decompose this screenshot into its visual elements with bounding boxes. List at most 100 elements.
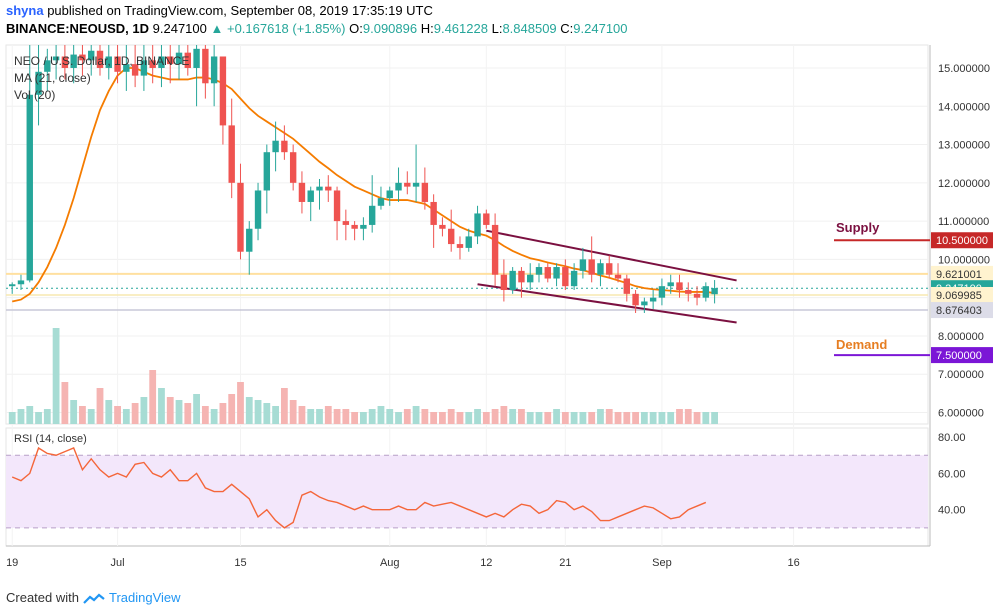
low-tag bbox=[931, 302, 993, 319]
high-value: 9.461228 bbox=[433, 21, 488, 36]
candle-body bbox=[26, 94, 33, 281]
channel-upper-line bbox=[486, 229, 737, 282]
support-tag bbox=[931, 286, 993, 303]
volume-bar bbox=[87, 409, 95, 424]
volume-bar bbox=[368, 409, 376, 424]
footer: Created with TradingView bbox=[6, 590, 181, 605]
x-tick-label: Sep bbox=[652, 557, 672, 569]
author-name[interactable]: shyna bbox=[6, 3, 44, 18]
close-value: 9.247100 bbox=[573, 21, 628, 36]
volume-bar bbox=[579, 412, 587, 424]
volume-bar bbox=[79, 406, 86, 424]
candle-body bbox=[272, 140, 279, 153]
candle-body bbox=[474, 213, 481, 237]
volume-bar bbox=[298, 406, 306, 424]
volume-bar bbox=[17, 409, 25, 424]
candle-body bbox=[228, 125, 235, 183]
volume-bar bbox=[403, 409, 411, 424]
candle-body bbox=[588, 259, 595, 275]
candle-body bbox=[509, 270, 516, 291]
volume-bar bbox=[184, 403, 192, 424]
volume-bar bbox=[324, 406, 332, 424]
candle-body bbox=[368, 205, 376, 225]
candle-body bbox=[623, 278, 630, 294]
volume-bar bbox=[131, 403, 139, 424]
y-tick-label: 6.000000 bbox=[938, 408, 984, 420]
candle-body bbox=[395, 182, 402, 191]
candle-body bbox=[570, 270, 578, 287]
volume-bar bbox=[553, 409, 560, 424]
candle-body bbox=[342, 221, 350, 225]
x-tick-label: Jul bbox=[111, 557, 125, 569]
volume-bar bbox=[500, 406, 508, 424]
symbol-label: BINANCE:NEOUSD, 1D bbox=[6, 21, 150, 36]
low-label: L: bbox=[491, 21, 503, 36]
candle-body bbox=[693, 293, 701, 298]
volume-bar bbox=[158, 388, 165, 424]
open-label: O: bbox=[349, 21, 363, 36]
volume-bar bbox=[122, 409, 130, 424]
candle-body bbox=[439, 224, 446, 229]
candle-body bbox=[527, 274, 534, 283]
price-chart[interactable]: 15.000000 14.000000 13.000000 12.000000 11.0… bbox=[0, 0, 1006, 590]
volume-bar bbox=[193, 394, 200, 424]
candle-body bbox=[702, 286, 710, 298]
candle-body bbox=[614, 274, 622, 279]
volume-bar bbox=[307, 409, 315, 424]
rsi-tick-label: 40.00 bbox=[938, 505, 966, 517]
publish-line: shyna published on TradingView.com, Sept… bbox=[6, 3, 433, 18]
volume-bar bbox=[439, 412, 446, 424]
rsi-tick-label: 80.00 bbox=[938, 432, 966, 444]
volume-bar bbox=[386, 409, 394, 424]
candle-body bbox=[96, 50, 104, 68]
x-tick-label: 19 bbox=[6, 557, 18, 569]
candle-body bbox=[202, 48, 209, 84]
candle-body bbox=[307, 190, 314, 202]
volume-bar bbox=[597, 409, 604, 424]
y-tick-label: 10.000000 bbox=[938, 254, 990, 266]
volume-bar bbox=[342, 409, 350, 424]
candle-body bbox=[333, 190, 341, 222]
volume-bar bbox=[535, 412, 543, 424]
resistance-tag bbox=[931, 265, 993, 282]
candle-body bbox=[535, 267, 543, 275]
candle-body bbox=[131, 64, 139, 76]
volume-bar bbox=[263, 403, 271, 424]
candle-body bbox=[386, 190, 393, 199]
x-tick-label: 15 bbox=[234, 557, 246, 569]
volume-bar bbox=[237, 382, 244, 424]
volume-bar bbox=[140, 397, 148, 424]
rsi-label: RSI (14, close) bbox=[14, 433, 87, 445]
volume-bar bbox=[166, 397, 174, 424]
price-change: ▲ +0.167618 (+1.85%) bbox=[210, 21, 346, 36]
volume-bar bbox=[333, 409, 341, 424]
volume-bar bbox=[447, 409, 455, 424]
candle-body bbox=[175, 52, 183, 65]
legend-title: NEO / U.S. Dollar, 1D, BINANCE bbox=[14, 54, 189, 68]
volume-bar bbox=[351, 412, 359, 424]
candle-body bbox=[70, 54, 77, 68]
candle-body bbox=[114, 56, 121, 72]
candle-body bbox=[105, 56, 112, 68]
demand-tag-label: 7.500000 bbox=[936, 350, 982, 362]
volume-bar bbox=[201, 406, 209, 424]
candle-body bbox=[219, 56, 227, 126]
x-tick-label: 12 bbox=[480, 557, 492, 569]
candle-body bbox=[456, 244, 464, 248]
candle-body bbox=[632, 293, 639, 306]
volume-bar bbox=[430, 412, 438, 424]
candle-body bbox=[184, 52, 191, 68]
candle-body bbox=[167, 56, 174, 65]
x-tick-label: 21 bbox=[559, 557, 571, 569]
candle-body bbox=[44, 60, 51, 72]
volume-bar bbox=[26, 406, 34, 424]
tradingview-brand-link[interactable]: TradingView bbox=[108, 590, 181, 605]
volume-bar bbox=[623, 412, 631, 424]
volume-bar bbox=[421, 409, 429, 424]
volume-bar bbox=[377, 406, 385, 424]
candle-body bbox=[289, 152, 297, 183]
price-pane bbox=[5, 44, 929, 425]
candle-body bbox=[491, 224, 499, 275]
candle-body bbox=[246, 228, 253, 252]
candle-body bbox=[649, 297, 657, 302]
